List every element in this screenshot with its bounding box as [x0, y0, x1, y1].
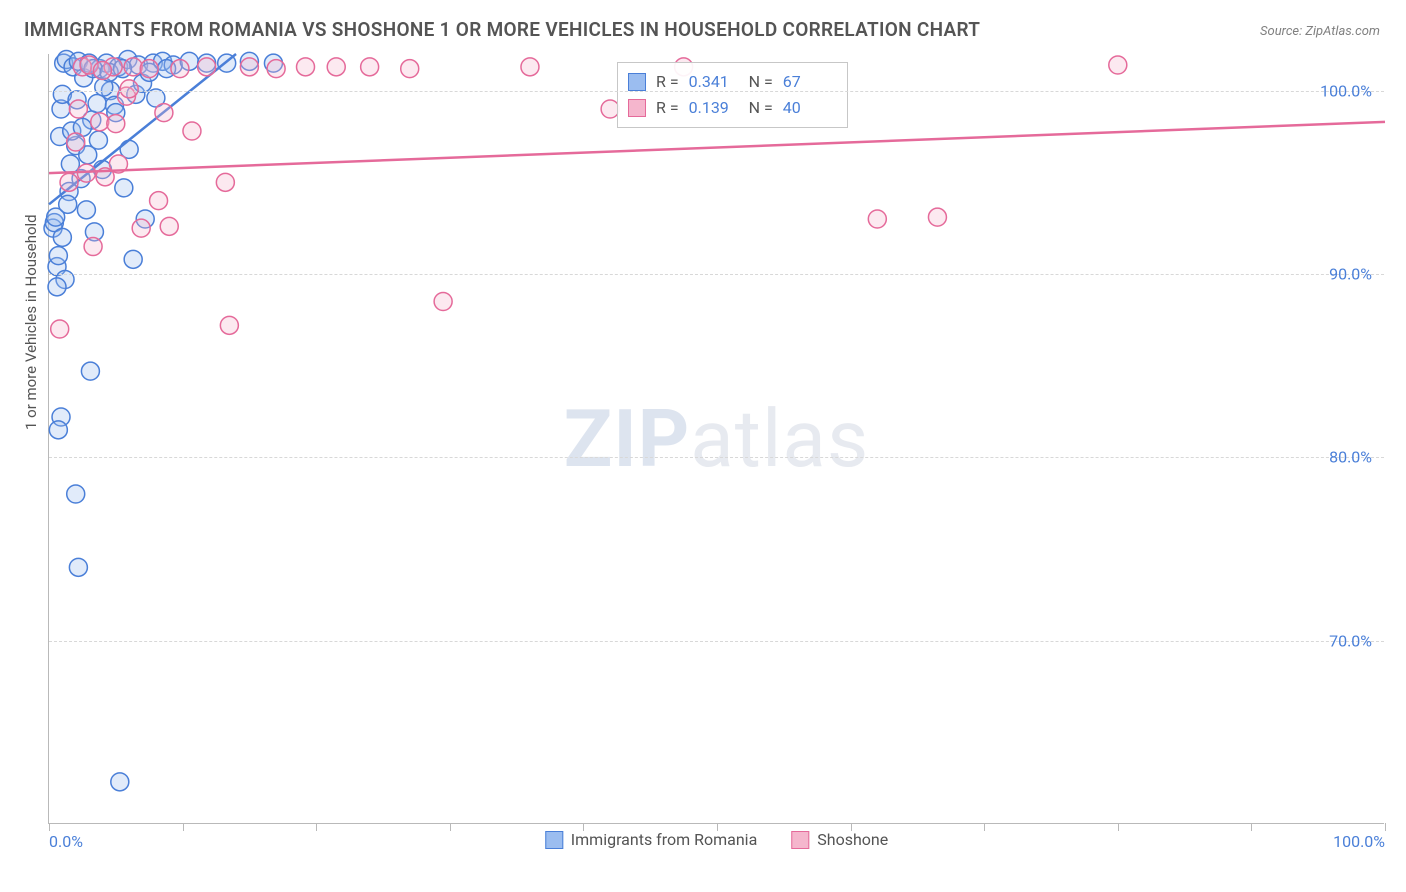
x-tick	[1118, 823, 1119, 831]
stat-n-value: 40	[783, 95, 833, 121]
legend-swatch	[628, 73, 646, 91]
data-point	[140, 60, 158, 78]
legend-item: Shoshone	[791, 830, 888, 849]
data-point	[521, 58, 539, 76]
x-tick	[851, 823, 852, 831]
x-tick	[316, 823, 317, 831]
y-tick-label: 100.0%	[1320, 81, 1372, 100]
data-point	[160, 217, 178, 235]
data-point	[81, 362, 99, 380]
gridline	[49, 91, 1384, 92]
data-point	[240, 58, 258, 76]
data-point	[132, 219, 150, 237]
stat-n-label: N =	[749, 95, 773, 121]
data-point	[60, 173, 78, 191]
data-point	[67, 485, 85, 503]
data-point	[327, 58, 345, 76]
data-point	[401, 60, 419, 78]
data-point	[49, 421, 67, 439]
data-point	[220, 316, 238, 334]
data-point	[89, 131, 107, 149]
chart-area: ZIPatlas R =0.341N =67R =0.139N =40 Immi…	[48, 54, 1384, 824]
legend-label: Shoshone	[817, 830, 888, 849]
y-axis-label: 1 or more Vehicles in Household	[22, 214, 40, 430]
data-point	[49, 247, 67, 265]
data-point	[928, 208, 946, 226]
data-point	[107, 115, 125, 133]
data-point	[361, 58, 379, 76]
legend-swatch	[545, 831, 563, 849]
data-point	[267, 60, 285, 78]
data-point	[155, 104, 173, 122]
data-point	[171, 60, 189, 78]
legend-swatch	[791, 831, 809, 849]
data-point	[124, 58, 142, 76]
data-point	[84, 238, 102, 256]
data-point	[93, 62, 111, 80]
data-point	[51, 320, 69, 338]
y-tick-label: 90.0%	[1329, 265, 1372, 284]
data-point	[67, 133, 85, 151]
data-point	[216, 173, 234, 191]
data-point	[868, 210, 886, 228]
gridline	[49, 274, 1384, 275]
y-tick-label: 70.0%	[1329, 631, 1372, 650]
data-point	[183, 122, 201, 140]
chart-title: IMMIGRANTS FROM ROMANIA VS SHOSHONE 1 OR…	[24, 18, 980, 41]
legend-swatch	[628, 99, 646, 117]
data-point	[91, 113, 109, 131]
stats-row: R = 0.139 N = 40	[628, 95, 833, 121]
data-point	[77, 201, 95, 219]
data-point	[120, 80, 138, 98]
gridline	[49, 641, 1384, 642]
plot-svg	[49, 54, 1384, 823]
data-point	[111, 773, 129, 791]
data-point	[69, 558, 87, 576]
data-point	[59, 195, 77, 213]
x-tick	[717, 823, 718, 831]
x-tick-label: 0.0%	[49, 832, 83, 851]
trend-line	[49, 122, 1385, 173]
x-tick	[450, 823, 451, 831]
x-tick	[183, 823, 184, 831]
stats-box: R =0.341N =67R =0.139N =40	[617, 62, 848, 128]
x-tick	[1385, 823, 1386, 831]
x-tick	[1251, 823, 1252, 831]
data-point	[150, 192, 168, 210]
gridline	[49, 457, 1384, 458]
data-point	[1109, 56, 1127, 74]
data-point	[48, 278, 66, 296]
data-point	[124, 250, 142, 268]
legend-label: Immigrants from Romania	[571, 830, 758, 849]
y-tick-label: 80.0%	[1329, 448, 1372, 467]
data-point	[115, 179, 133, 197]
legend-item: Immigrants from Romania	[545, 830, 758, 849]
data-point	[297, 58, 315, 76]
source-attribution: Source: ZipAtlas.com	[1260, 24, 1380, 39]
x-tick	[984, 823, 985, 831]
x-tick	[583, 823, 584, 831]
stat-r-value: 0.139	[689, 95, 739, 121]
bottom-legend: Immigrants from Romania Shoshone	[545, 830, 888, 849]
stat-r-label: R =	[656, 95, 679, 121]
data-point	[198, 58, 216, 76]
data-point	[434, 293, 452, 311]
data-point	[53, 228, 71, 246]
x-tick-label: 100.0%	[1333, 832, 1385, 851]
data-point	[69, 100, 87, 118]
x-tick	[49, 823, 50, 831]
